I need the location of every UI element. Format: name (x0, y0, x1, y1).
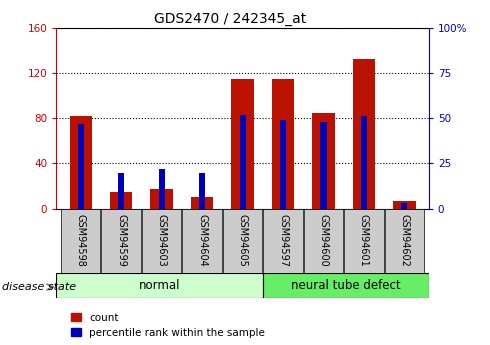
Bar (280, 120, 286, 209)
Bar (61, 209, 100, 273)
Bar (70, 116, 92, 209)
Text: neural tube defect: neural tube defect (291, 279, 401, 292)
Text: disease state: disease state (2, 282, 76, 292)
Bar (385, 209, 424, 273)
Text: GSM94602: GSM94602 (399, 214, 410, 267)
Bar (223, 209, 262, 273)
Bar (199, 172, 205, 209)
Bar (353, 59, 375, 209)
Text: GSM94599: GSM94599 (116, 214, 126, 267)
Text: GSM94604: GSM94604 (197, 214, 207, 267)
Bar (142, 209, 181, 273)
Bar (313, 112, 335, 209)
Bar (393, 201, 416, 209)
Bar (263, 273, 429, 298)
Bar (191, 197, 213, 209)
Bar (150, 189, 173, 209)
Text: GSM94598: GSM94598 (75, 214, 86, 267)
Text: GSM94597: GSM94597 (278, 214, 288, 267)
Bar (231, 79, 254, 209)
Bar (77, 124, 84, 209)
Text: GSM94605: GSM94605 (238, 214, 247, 267)
Legend: count, percentile rank within the sample: count, percentile rank within the sample (72, 313, 265, 338)
Bar (361, 116, 367, 209)
Bar (263, 209, 303, 273)
Bar (101, 209, 141, 273)
Text: GSM94600: GSM94600 (318, 214, 328, 267)
Bar (344, 209, 384, 273)
Text: normal: normal (139, 279, 180, 292)
Bar (110, 192, 132, 209)
Bar (320, 122, 326, 209)
Bar (56, 273, 263, 298)
Bar (159, 169, 165, 209)
Bar (272, 79, 294, 209)
Bar (401, 203, 408, 209)
Bar (240, 115, 245, 209)
Text: GSM94603: GSM94603 (157, 214, 167, 267)
Bar (118, 172, 124, 209)
Text: GSM94601: GSM94601 (359, 214, 369, 267)
Bar (182, 209, 222, 273)
Text: GDS2470 / 242345_at: GDS2470 / 242345_at (154, 12, 306, 26)
Bar (304, 209, 343, 273)
